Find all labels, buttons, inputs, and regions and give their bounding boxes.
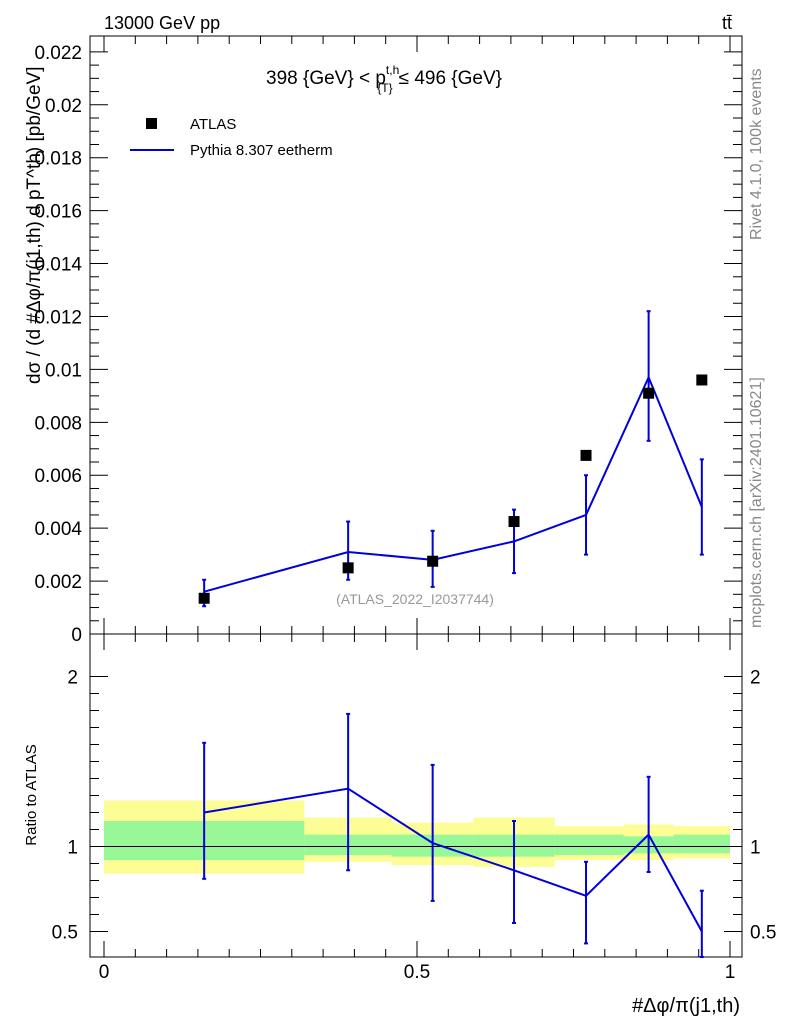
- atlas-data-point: [643, 387, 655, 399]
- panel-title-sub: {T}: [377, 81, 392, 95]
- panel-title-sup: t,h: [386, 63, 399, 77]
- atlas-data-point: [508, 516, 520, 528]
- ratio-series-layer: [202, 712, 704, 958]
- ratio-ytick-label-right: 0.5: [750, 923, 776, 944]
- ratio-y-axis-label: Ratio to ATLAS: [23, 744, 40, 845]
- ratio-xtick-label: 0.5: [404, 962, 430, 983]
- main-ytick-label: 0.016: [34, 202, 82, 223]
- mcplots-label: mcplots.cern.ch [arXiv:2401.10621]: [748, 377, 765, 628]
- atlas-data-point: [427, 555, 439, 567]
- main-ytick-label: 0.002: [34, 572, 82, 593]
- rivet-version-label: Rivet 4.1.0, 100k events: [748, 68, 765, 240]
- pythia-line: [203, 374, 703, 593]
- main-series-layer: [198, 310, 708, 608]
- x-axis-label: #Δφ/π(j1,th): [632, 995, 740, 1017]
- main-ytick-label: 0.004: [34, 519, 82, 540]
- ratio-xtick-label: 1: [725, 962, 736, 983]
- ratio-ytick-label-left: 1: [67, 838, 78, 859]
- atlas-data-point: [198, 592, 210, 604]
- process-label: tt̄: [722, 13, 732, 33]
- main-y-axis: 0 0.002 0.004 0.006 0.008 0.01 0.012 0.014 0.016…: [34, 43, 742, 646]
- main-ytick-label: 0.01: [45, 360, 82, 381]
- main-ytick-label: 0.022: [34, 43, 82, 64]
- energy-label: 13000 GeV pp: [104, 13, 220, 33]
- atlas-data-point: [696, 374, 708, 386]
- legend-pythia-label: Pythia 8.307 eetherm: [190, 142, 333, 159]
- main-x-axis-ticks: [103, 36, 731, 634]
- panel-title-left: 398 {GeV} < p: [266, 68, 386, 89]
- ratio-ytick-label-left: 0.5: [52, 923, 78, 944]
- legend: ATLAS Pythia 8.307 eetherm: [130, 116, 333, 159]
- ratio-xtick-label: 0: [99, 962, 110, 983]
- ratio-band-green: [554, 834, 624, 855]
- panel-title-right: ≤ 496 {GeV}: [399, 68, 502, 89]
- main-panel-frame: [89, 35, 743, 635]
- ratio-x-axis: 0 0.5 1: [99, 634, 736, 983]
- ratio-band-green: [673, 834, 730, 854]
- legend-atlas-marker: [146, 118, 157, 129]
- ratio-ytick-label-right: 1: [750, 838, 761, 859]
- ratio-ytick-label-left: 2: [67, 668, 78, 689]
- panel-title: 398 {GeV} < pt,h {T} ≤ 496 {GeV}: [266, 63, 502, 95]
- ratio-ytick-label-right: 2: [750, 668, 761, 689]
- atlas-data-point: [342, 562, 354, 574]
- main-ytick-label: 0.006: [34, 466, 82, 487]
- main-y-axis-label: dσ / (d #Δφ/π(j1,th) d pT^th) [pb/GeV]: [24, 67, 45, 385]
- main-ytick-label: 0.02: [45, 96, 82, 117]
- ratio-y-axis: 0.5 0.5 1 1 2 2: [52, 668, 777, 944]
- ratio-panel-frame: [89, 633, 743, 958]
- main-ytick-label: 0: [71, 625, 82, 646]
- main-ytick-label: 0.014: [34, 255, 82, 276]
- legend-atlas-label: ATLAS: [190, 116, 236, 133]
- atlas-data-point: [580, 449, 592, 461]
- main-ytick-label: 0.018: [34, 149, 82, 170]
- main-ytick-label: 0.008: [34, 413, 82, 434]
- analysis-watermark: (ATLAS_2022_I2037744): [336, 591, 494, 607]
- main-ytick-label: 0.012: [34, 307, 82, 328]
